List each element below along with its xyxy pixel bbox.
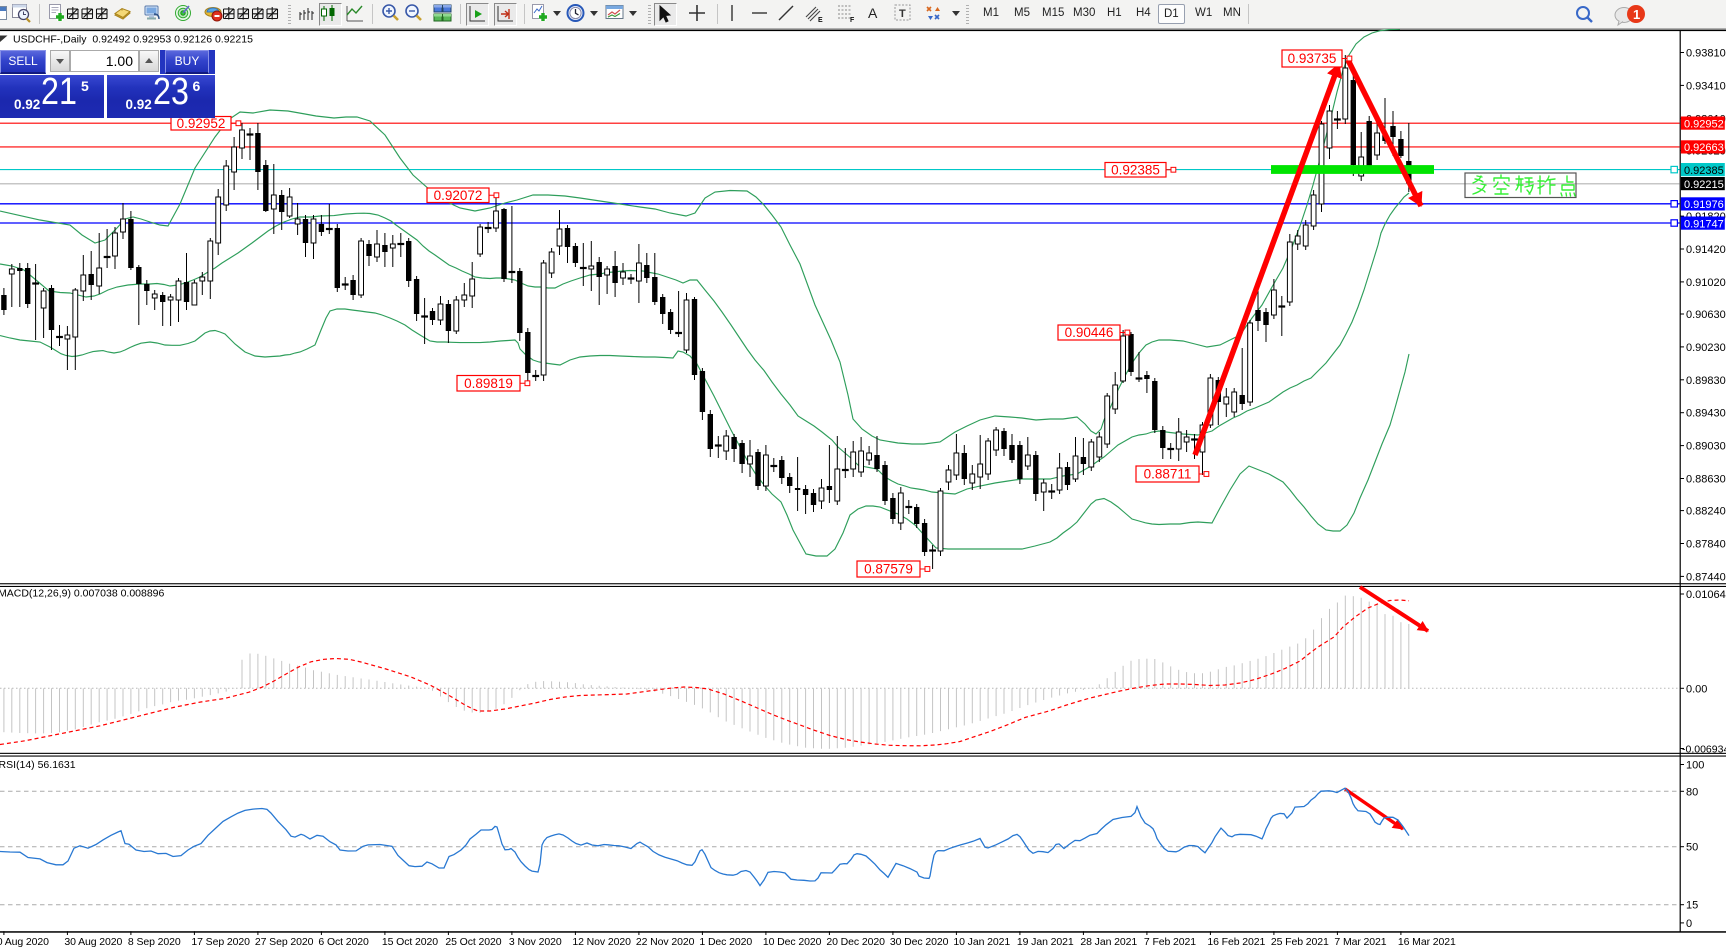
svg-text:0: 0 [1686, 918, 1692, 930]
svg-text:27 Sep 2020: 27 Sep 2020 [255, 936, 314, 948]
svg-text:0.88711: 0.88711 [1144, 467, 1192, 482]
svg-text:80: 80 [1686, 786, 1698, 798]
svg-text:30 Aug 2020: 30 Aug 2020 [64, 936, 122, 948]
svg-text:MACD(12,26,9) 0.007038 0.00889: MACD(12,26,9) 0.007038 0.008896 [0, 588, 165, 600]
svg-text:0.90230: 0.90230 [1686, 342, 1726, 354]
svg-text:0.89819: 0.89819 [464, 376, 513, 391]
svg-text:0.88240: 0.88240 [1686, 506, 1726, 518]
svg-text:USDCHF-,Daily 0.92492 0.92953: USDCHF-,Daily 0.92492 0.92953 0.92126 0.… [13, 34, 253, 46]
svg-text:19 Jan 2021: 19 Jan 2021 [1017, 936, 1074, 948]
svg-text:0.90446: 0.90446 [1065, 325, 1114, 340]
svg-text:0.93810: 0.93810 [1686, 48, 1726, 60]
svg-text:22 Nov 2020: 22 Nov 2020 [636, 936, 695, 948]
svg-text:28 Jan 2021: 28 Jan 2021 [1080, 936, 1137, 948]
svg-text:0.91976: 0.91976 [1684, 199, 1724, 211]
svg-text:0.87840: 0.87840 [1686, 539, 1726, 551]
svg-text:1: 1 [1633, 7, 1640, 22]
svg-text:25 Feb 2021: 25 Feb 2021 [1271, 936, 1329, 948]
svg-text:0.91020: 0.91020 [1686, 277, 1726, 289]
svg-text:0.93735: 0.93735 [1288, 51, 1337, 66]
svg-text:0.01064: 0.01064 [1686, 589, 1726, 601]
svg-text:20 Aug 2020: 20 Aug 2020 [0, 936, 49, 948]
svg-text:0.88630: 0.88630 [1686, 474, 1726, 486]
svg-text:10 Dec 2020: 10 Dec 2020 [763, 936, 822, 948]
svg-text:1 Dec 2020: 1 Dec 2020 [699, 936, 752, 948]
svg-text:50: 50 [1686, 842, 1698, 854]
svg-text:30 Dec 2020: 30 Dec 2020 [890, 936, 949, 948]
svg-text:RSI(14) 56.1631: RSI(14) 56.1631 [0, 759, 76, 771]
svg-text:0.93410: 0.93410 [1686, 80, 1726, 92]
svg-text:0.92952: 0.92952 [177, 116, 226, 131]
svg-text:12 Nov 2020: 12 Nov 2020 [572, 936, 631, 948]
svg-text:10 Jan 2021: 10 Jan 2021 [953, 936, 1010, 948]
svg-text:7 Feb 2021: 7 Feb 2021 [1144, 936, 1196, 948]
svg-text:0.92385: 0.92385 [1111, 162, 1160, 177]
svg-text:0.89830: 0.89830 [1686, 375, 1726, 387]
svg-text:16 Mar 2021: 16 Mar 2021 [1398, 936, 1456, 948]
svg-text:0.91747: 0.91747 [1684, 218, 1724, 230]
svg-text:0.87579: 0.87579 [864, 562, 913, 577]
svg-text:0.90630: 0.90630 [1686, 309, 1726, 321]
svg-text:3 Nov 2020: 3 Nov 2020 [509, 936, 562, 948]
svg-text:17 Sep 2020: 17 Sep 2020 [191, 936, 250, 948]
svg-text:25 Oct 2020: 25 Oct 2020 [445, 936, 501, 948]
svg-text:0.92663: 0.92663 [1684, 142, 1724, 154]
svg-text:F: F [850, 17, 855, 24]
svg-text:0.89030: 0.89030 [1686, 441, 1726, 453]
svg-text:0.00: 0.00 [1686, 683, 1707, 695]
svg-text:0.87440: 0.87440 [1686, 571, 1726, 583]
svg-text:100: 100 [1686, 760, 1704, 772]
svg-text:20 Dec 2020: 20 Dec 2020 [826, 936, 885, 948]
svg-text:0.91420: 0.91420 [1686, 244, 1726, 256]
svg-text:E: E [818, 17, 823, 24]
svg-text:16 Feb 2021: 16 Feb 2021 [1207, 936, 1265, 948]
svg-text:6 Oct 2020: 6 Oct 2020 [318, 936, 369, 948]
svg-text:T: T [899, 8, 906, 20]
svg-text:0.89430: 0.89430 [1686, 408, 1726, 420]
svg-text:7 Mar 2021: 7 Mar 2021 [1334, 936, 1386, 948]
svg-text:15: 15 [1686, 900, 1698, 912]
svg-text:8 Sep 2020: 8 Sep 2020 [128, 936, 181, 948]
svg-text:0.92072: 0.92072 [434, 188, 483, 203]
svg-text:0.92215: 0.92215 [1684, 179, 1724, 191]
svg-text:15 Oct 2020: 15 Oct 2020 [382, 936, 438, 948]
svg-text:-0.006934: -0.006934 [1682, 744, 1726, 756]
svg-text:0.92952: 0.92952 [1684, 118, 1724, 130]
svg-text:0.92385: 0.92385 [1684, 165, 1724, 177]
